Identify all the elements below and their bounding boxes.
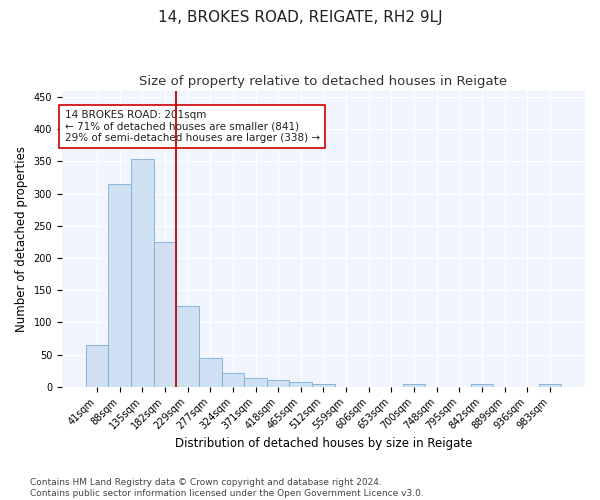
X-axis label: Distribution of detached houses by size in Reigate: Distribution of detached houses by size … [175,437,472,450]
Bar [154,242,176,386]
Bar [470,384,493,386]
Text: 14, BROKES ROAD, REIGATE, RH2 9LJ: 14, BROKES ROAD, REIGATE, RH2 9LJ [158,10,442,25]
Bar [312,384,335,386]
Bar [403,384,425,386]
Bar [267,380,289,386]
Text: Contains HM Land Registry data © Crown copyright and database right 2024.
Contai: Contains HM Land Registry data © Crown c… [30,478,424,498]
Bar [86,345,109,387]
Bar [131,160,154,386]
Bar [539,384,561,386]
Text: 14 BROKES ROAD: 201sqm
← 71% of detached houses are smaller (841)
29% of semi-de: 14 BROKES ROAD: 201sqm ← 71% of detached… [65,110,320,143]
Bar [199,358,221,386]
Y-axis label: Number of detached properties: Number of detached properties [15,146,28,332]
Title: Size of property relative to detached houses in Reigate: Size of property relative to detached ho… [139,75,508,88]
Bar [176,306,199,386]
Bar [244,378,267,386]
Bar [221,372,244,386]
Bar [109,184,131,386]
Bar [289,382,312,386]
